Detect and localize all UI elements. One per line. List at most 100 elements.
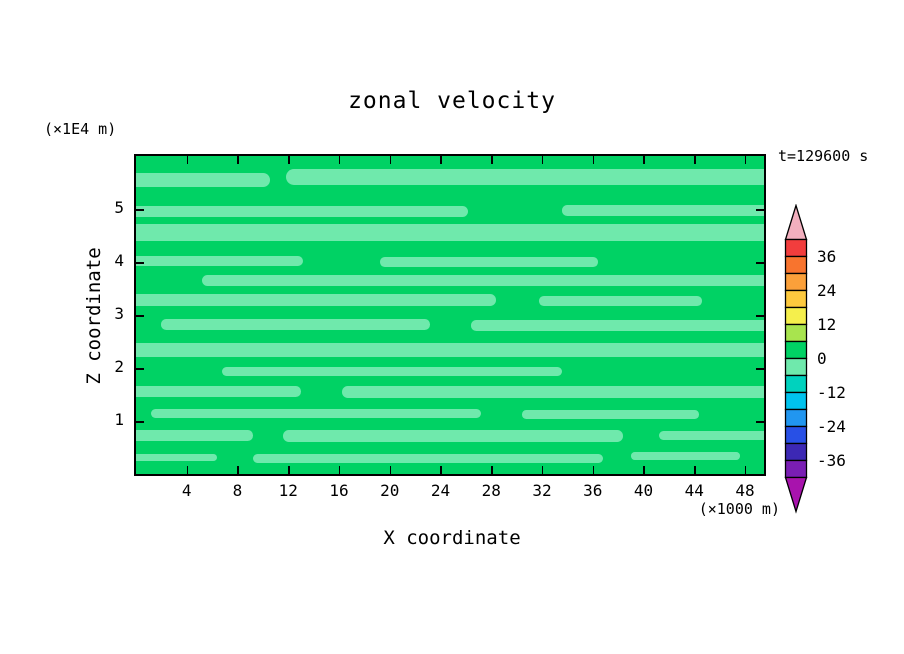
y-axis-tick	[756, 315, 764, 317]
colorbar-band	[784, 272, 808, 292]
colorbar-band	[784, 289, 808, 309]
y-tick-label: 3	[114, 304, 124, 323]
negative-band-streak	[539, 296, 702, 306]
negative-band-streak	[562, 205, 764, 216]
x-axis-tick	[592, 466, 595, 474]
y-axis-tick	[136, 315, 144, 317]
x-axis-tick	[237, 466, 239, 474]
y-axis-tick	[756, 209, 764, 211]
x-axis-tick	[491, 466, 493, 474]
x-tick-label: 40	[633, 481, 654, 500]
negative-band-streak	[521, 410, 700, 419]
x-axis-tick	[592, 156, 595, 164]
negative-band-streak	[136, 224, 764, 242]
colorbar-band	[784, 425, 808, 445]
colorbar-tick-label: -12	[817, 382, 846, 402]
x-axis-tick	[643, 466, 645, 474]
colorbar-tick-label: 0	[817, 348, 827, 368]
y-axis-tick	[136, 421, 144, 423]
negative-band-streak	[283, 430, 624, 442]
negative-band-streak	[470, 320, 764, 331]
x-tick-label: 16	[329, 481, 349, 500]
x-tick-label: 28	[481, 481, 501, 500]
x-axis-tick	[541, 156, 544, 164]
colorbar-band	[784, 459, 808, 479]
x-tick-label: 32	[532, 481, 552, 500]
chart-title: zonal velocity	[348, 88, 556, 114]
negative-band-streak	[201, 274, 764, 287]
colorbar-tick-label: -36	[817, 450, 846, 470]
colorbar-overflow-bottom-arrow	[784, 476, 808, 514]
x-axis-tick	[186, 466, 189, 474]
y-axis-tick	[136, 209, 144, 211]
colorbar-band	[784, 374, 808, 394]
colorbar-band	[784, 323, 808, 343]
x-tick-label: 4	[181, 481, 192, 500]
x-axis-tick	[440, 466, 442, 474]
x-axis-tick	[744, 466, 747, 474]
colorbar-overflow-top-arrow	[784, 204, 808, 241]
x-axis-tick	[491, 156, 493, 164]
colorbar-band	[784, 357, 808, 377]
x-axis-tick	[288, 156, 290, 164]
y-axis-tick	[756, 262, 764, 264]
y-axis-tick	[136, 262, 144, 264]
colorbar-band	[784, 255, 808, 275]
x-tick-label: 24	[430, 481, 451, 500]
x-axis-tick	[338, 156, 341, 164]
negative-band-streak	[161, 319, 431, 330]
colorbar	[784, 204, 808, 514]
negative-band-streak	[658, 430, 764, 441]
x-tick-label: 20	[380, 481, 400, 500]
negative-band-streak	[285, 169, 764, 186]
x-axis-tick	[440, 156, 442, 164]
x-tick-label: 48	[735, 481, 755, 500]
colorbar-band	[784, 340, 808, 360]
negative-band-streak	[222, 366, 563, 377]
negative-band-streak	[341, 386, 764, 398]
x-axis-tick	[694, 156, 696, 164]
x-tick-label: 36	[583, 481, 603, 500]
x-axis-tick	[541, 466, 544, 474]
x-tick-label: 8	[232, 481, 243, 500]
colorbar-tick-label: -24	[817, 416, 846, 436]
y-axis-tick	[756, 368, 764, 370]
y-tick-label: 1	[114, 410, 124, 429]
x-axis-tick	[694, 466, 696, 474]
colorbar-band	[784, 391, 808, 411]
x-axis-title: X coordinate	[383, 527, 521, 549]
negative-band-streak	[252, 453, 603, 464]
x-axis-tick	[389, 156, 392, 164]
negative-band-streak	[630, 452, 740, 460]
y-axis-unit-label: (×1E4 m)	[44, 120, 117, 138]
colorbar-tick-label: 12	[817, 314, 837, 334]
x-axis-tick	[744, 156, 747, 164]
x-axis-tick	[643, 156, 645, 164]
negative-band-streak	[136, 343, 764, 357]
x-axis-tick	[237, 156, 239, 164]
negative-band-streak	[136, 205, 469, 218]
negative-band-streak	[136, 453, 218, 462]
negative-band-streak	[136, 430, 253, 441]
negative-band-streak	[136, 172, 271, 187]
colorbar-band	[784, 238, 808, 258]
y-axis-tick	[136, 368, 144, 370]
x-axis-tick	[389, 466, 392, 474]
time-annotation: t=129600 s	[778, 147, 869, 165]
x-axis-tick	[186, 156, 189, 164]
colorbar-tick-label: 36	[817, 246, 837, 266]
y-tick-label: 2	[114, 357, 124, 376]
colorbar-tick-label: 24	[817, 280, 837, 300]
negative-band-streak	[136, 294, 497, 306]
negative-band-streak	[151, 408, 482, 419]
negative-band-streak	[379, 257, 598, 267]
x-axis-tick	[338, 466, 341, 474]
x-tick-label: 44	[684, 481, 704, 500]
colorbar-band	[784, 306, 808, 326]
y-tick-label: 4	[114, 251, 124, 270]
negative-band-streak	[136, 386, 301, 397]
x-axis-unit-label: (×1000 m)	[698, 500, 780, 518]
y-axis-tick	[756, 421, 764, 423]
colorbar-band	[784, 442, 808, 462]
